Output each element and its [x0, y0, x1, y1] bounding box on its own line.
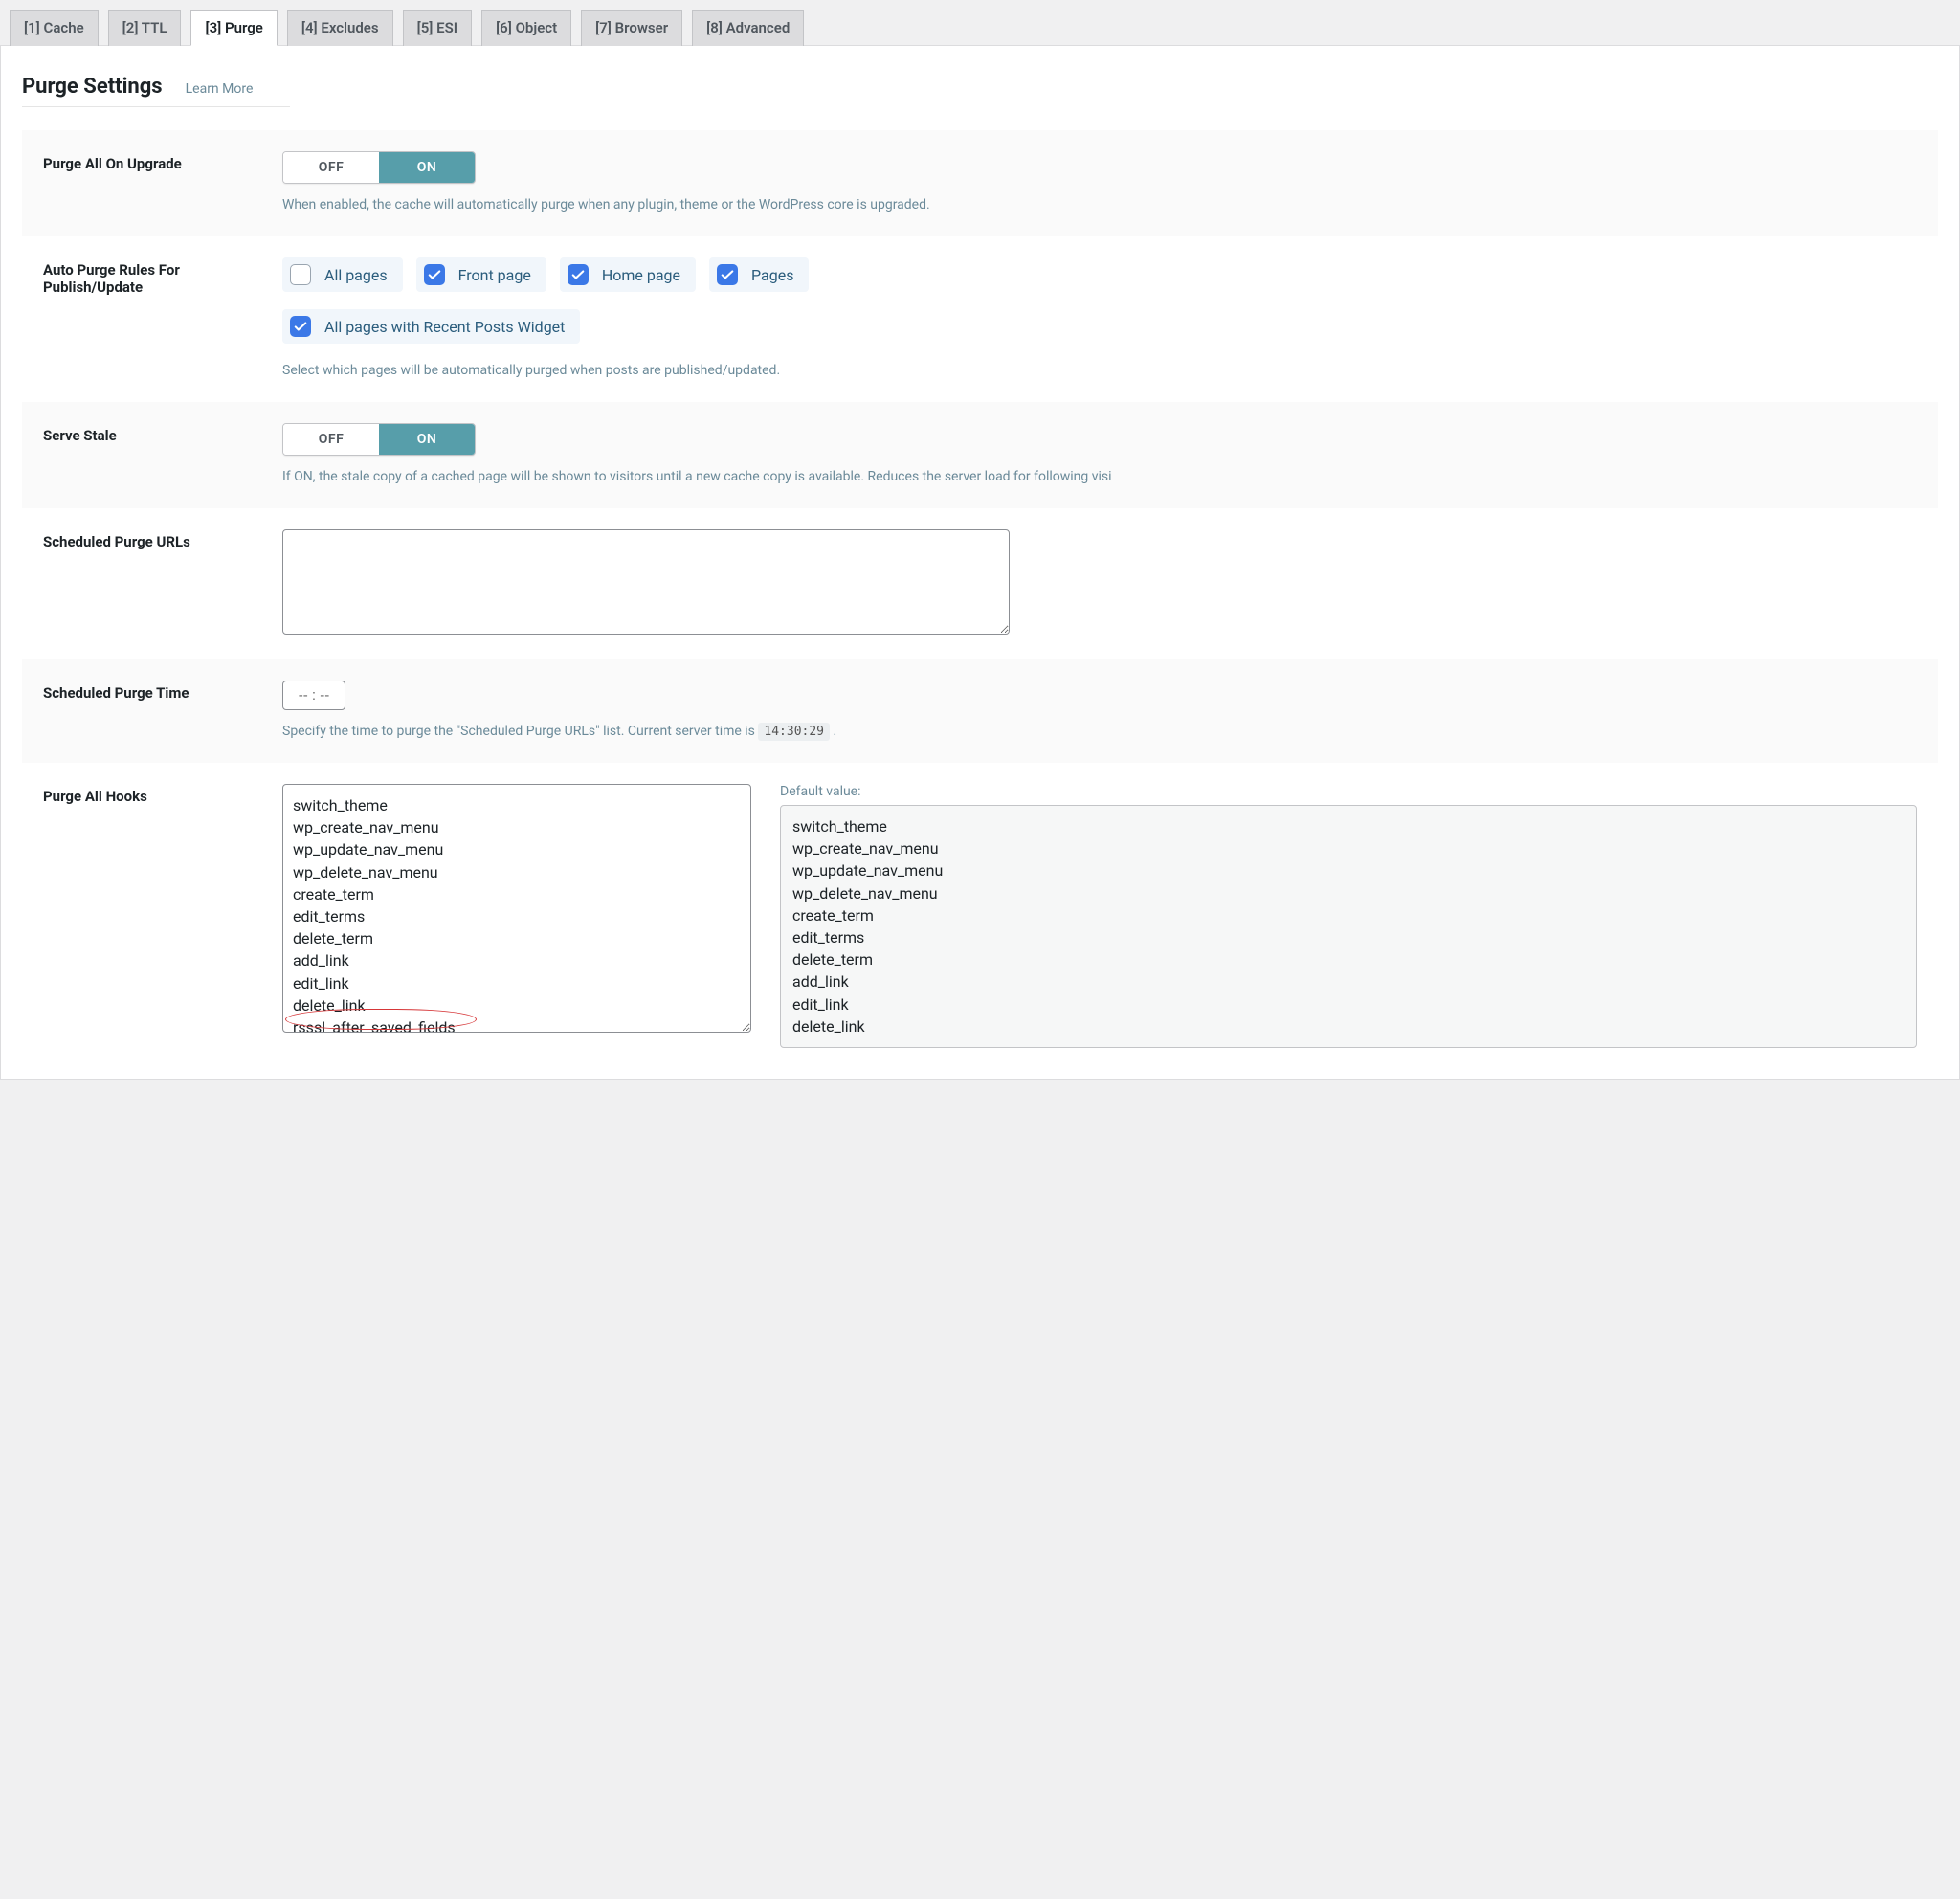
scheduled-time-label: Scheduled Purge Time	[43, 681, 263, 702]
checkbox-box[interactable]	[290, 264, 311, 285]
checkbox-box[interactable]	[568, 264, 589, 285]
tab-6object[interactable]: [6] Object	[481, 10, 571, 46]
checkbox-label: All pages	[324, 266, 388, 284]
row-auto-purge-rules: Auto Purge Rules For Publish/Update All …	[22, 236, 1938, 402]
purge-upgrade-toggle[interactable]: OFF ON	[282, 151, 476, 184]
row-scheduled-urls: Scheduled Purge URLs	[22, 508, 1938, 659]
checkbox-all-pages[interactable]: All pages	[282, 257, 403, 292]
auto-purge-rules-group-2: All pages with Recent Posts Widget	[282, 309, 1917, 344]
tab-7browser[interactable]: [7] Browser	[581, 10, 682, 46]
server-time-badge: 14:30:29	[758, 723, 830, 741]
serve-stale-desc: If ON, the stale copy of a cached page w…	[282, 467, 1917, 487]
checkbox-label: All pages with Recent Posts Widget	[324, 318, 565, 336]
auto-purge-rules-desc: Select which pages will be automatically…	[282, 361, 1917, 381]
toggle-off[interactable]: OFF	[283, 424, 379, 455]
checkbox-home-page[interactable]: Home page	[560, 257, 696, 292]
checkbox-front-page[interactable]: Front page	[416, 257, 546, 292]
scheduled-time-input[interactable]	[282, 681, 345, 710]
scheduled-urls-textarea[interactable]	[282, 529, 1010, 635]
checkbox-all-pages-with-recent-posts-widget[interactable]: All pages with Recent Posts Widget	[282, 309, 580, 344]
checkbox-box[interactable]	[717, 264, 738, 285]
row-purge-upgrade: Purge All On Upgrade OFF ON When enabled…	[22, 130, 1938, 236]
row-purge-hooks: Purge All Hooks switch_theme wp_create_n…	[22, 763, 1938, 1069]
checkbox-label: Pages	[751, 266, 793, 284]
checkbox-label: Home page	[602, 266, 680, 284]
scheduled-time-desc: Specify the time to purge the "Scheduled…	[282, 722, 1917, 742]
default-value-label: Default value:	[780, 784, 1917, 799]
row-scheduled-time: Scheduled Purge Time Specify the time to…	[22, 659, 1938, 763]
default-value-box: switch_theme wp_create_nav_menu wp_updat…	[780, 805, 1917, 1048]
scheduled-urls-label: Scheduled Purge URLs	[43, 529, 263, 550]
checkbox-box[interactable]	[424, 264, 445, 285]
purge-hooks-label: Purge All Hooks	[43, 784, 263, 805]
tab-1cache[interactable]: [1] Cache	[10, 10, 99, 46]
page-title: Purge Settings	[22, 75, 163, 99]
checkbox-label: Front page	[458, 266, 531, 284]
row-serve-stale: Serve Stale OFF ON If ON, the stale copy…	[22, 402, 1938, 508]
checkbox-box[interactable]	[290, 316, 311, 337]
toggle-off[interactable]: OFF	[283, 152, 379, 183]
tab-2ttl[interactable]: [2] TTL	[108, 10, 182, 46]
page-title-row: Purge Settings Learn More	[22, 75, 290, 107]
page-panel: Purge Settings Learn More Purge All On U…	[0, 46, 1960, 1080]
serve-stale-label: Serve Stale	[43, 423, 263, 444]
auto-purge-rules-group-1: All pages Front page Home page Pages	[282, 257, 1917, 292]
tab-5esi[interactable]: [5] ESI	[403, 10, 472, 46]
toggle-on[interactable]: ON	[379, 152, 475, 183]
purge-upgrade-desc: When enabled, the cache will automatical…	[282, 195, 1917, 215]
tab-8advanced[interactable]: [8] Advanced	[692, 10, 804, 46]
scheduled-time-desc-suffix: .	[834, 724, 837, 739]
tab-3purge[interactable]: [3] Purge	[190, 10, 277, 46]
purge-hooks-textarea[interactable]: switch_theme wp_create_nav_menu wp_updat…	[282, 784, 751, 1033]
learn-more-link[interactable]: Learn More	[186, 81, 254, 97]
scheduled-time-desc-prefix: Specify the time to purge the "Scheduled…	[282, 724, 758, 739]
serve-stale-toggle[interactable]: OFF ON	[282, 423, 476, 456]
tab-4excludes[interactable]: [4] Excludes	[287, 10, 393, 46]
purge-upgrade-label: Purge All On Upgrade	[43, 151, 263, 172]
toggle-on[interactable]: ON	[379, 424, 475, 455]
tab-bar: [1] Cache[2] TTL[3] Purge [4] Excludes [5]…	[0, 0, 1960, 46]
auto-purge-rules-label: Auto Purge Rules For Publish/Update	[43, 257, 263, 296]
checkbox-pages[interactable]: Pages	[709, 257, 809, 292]
